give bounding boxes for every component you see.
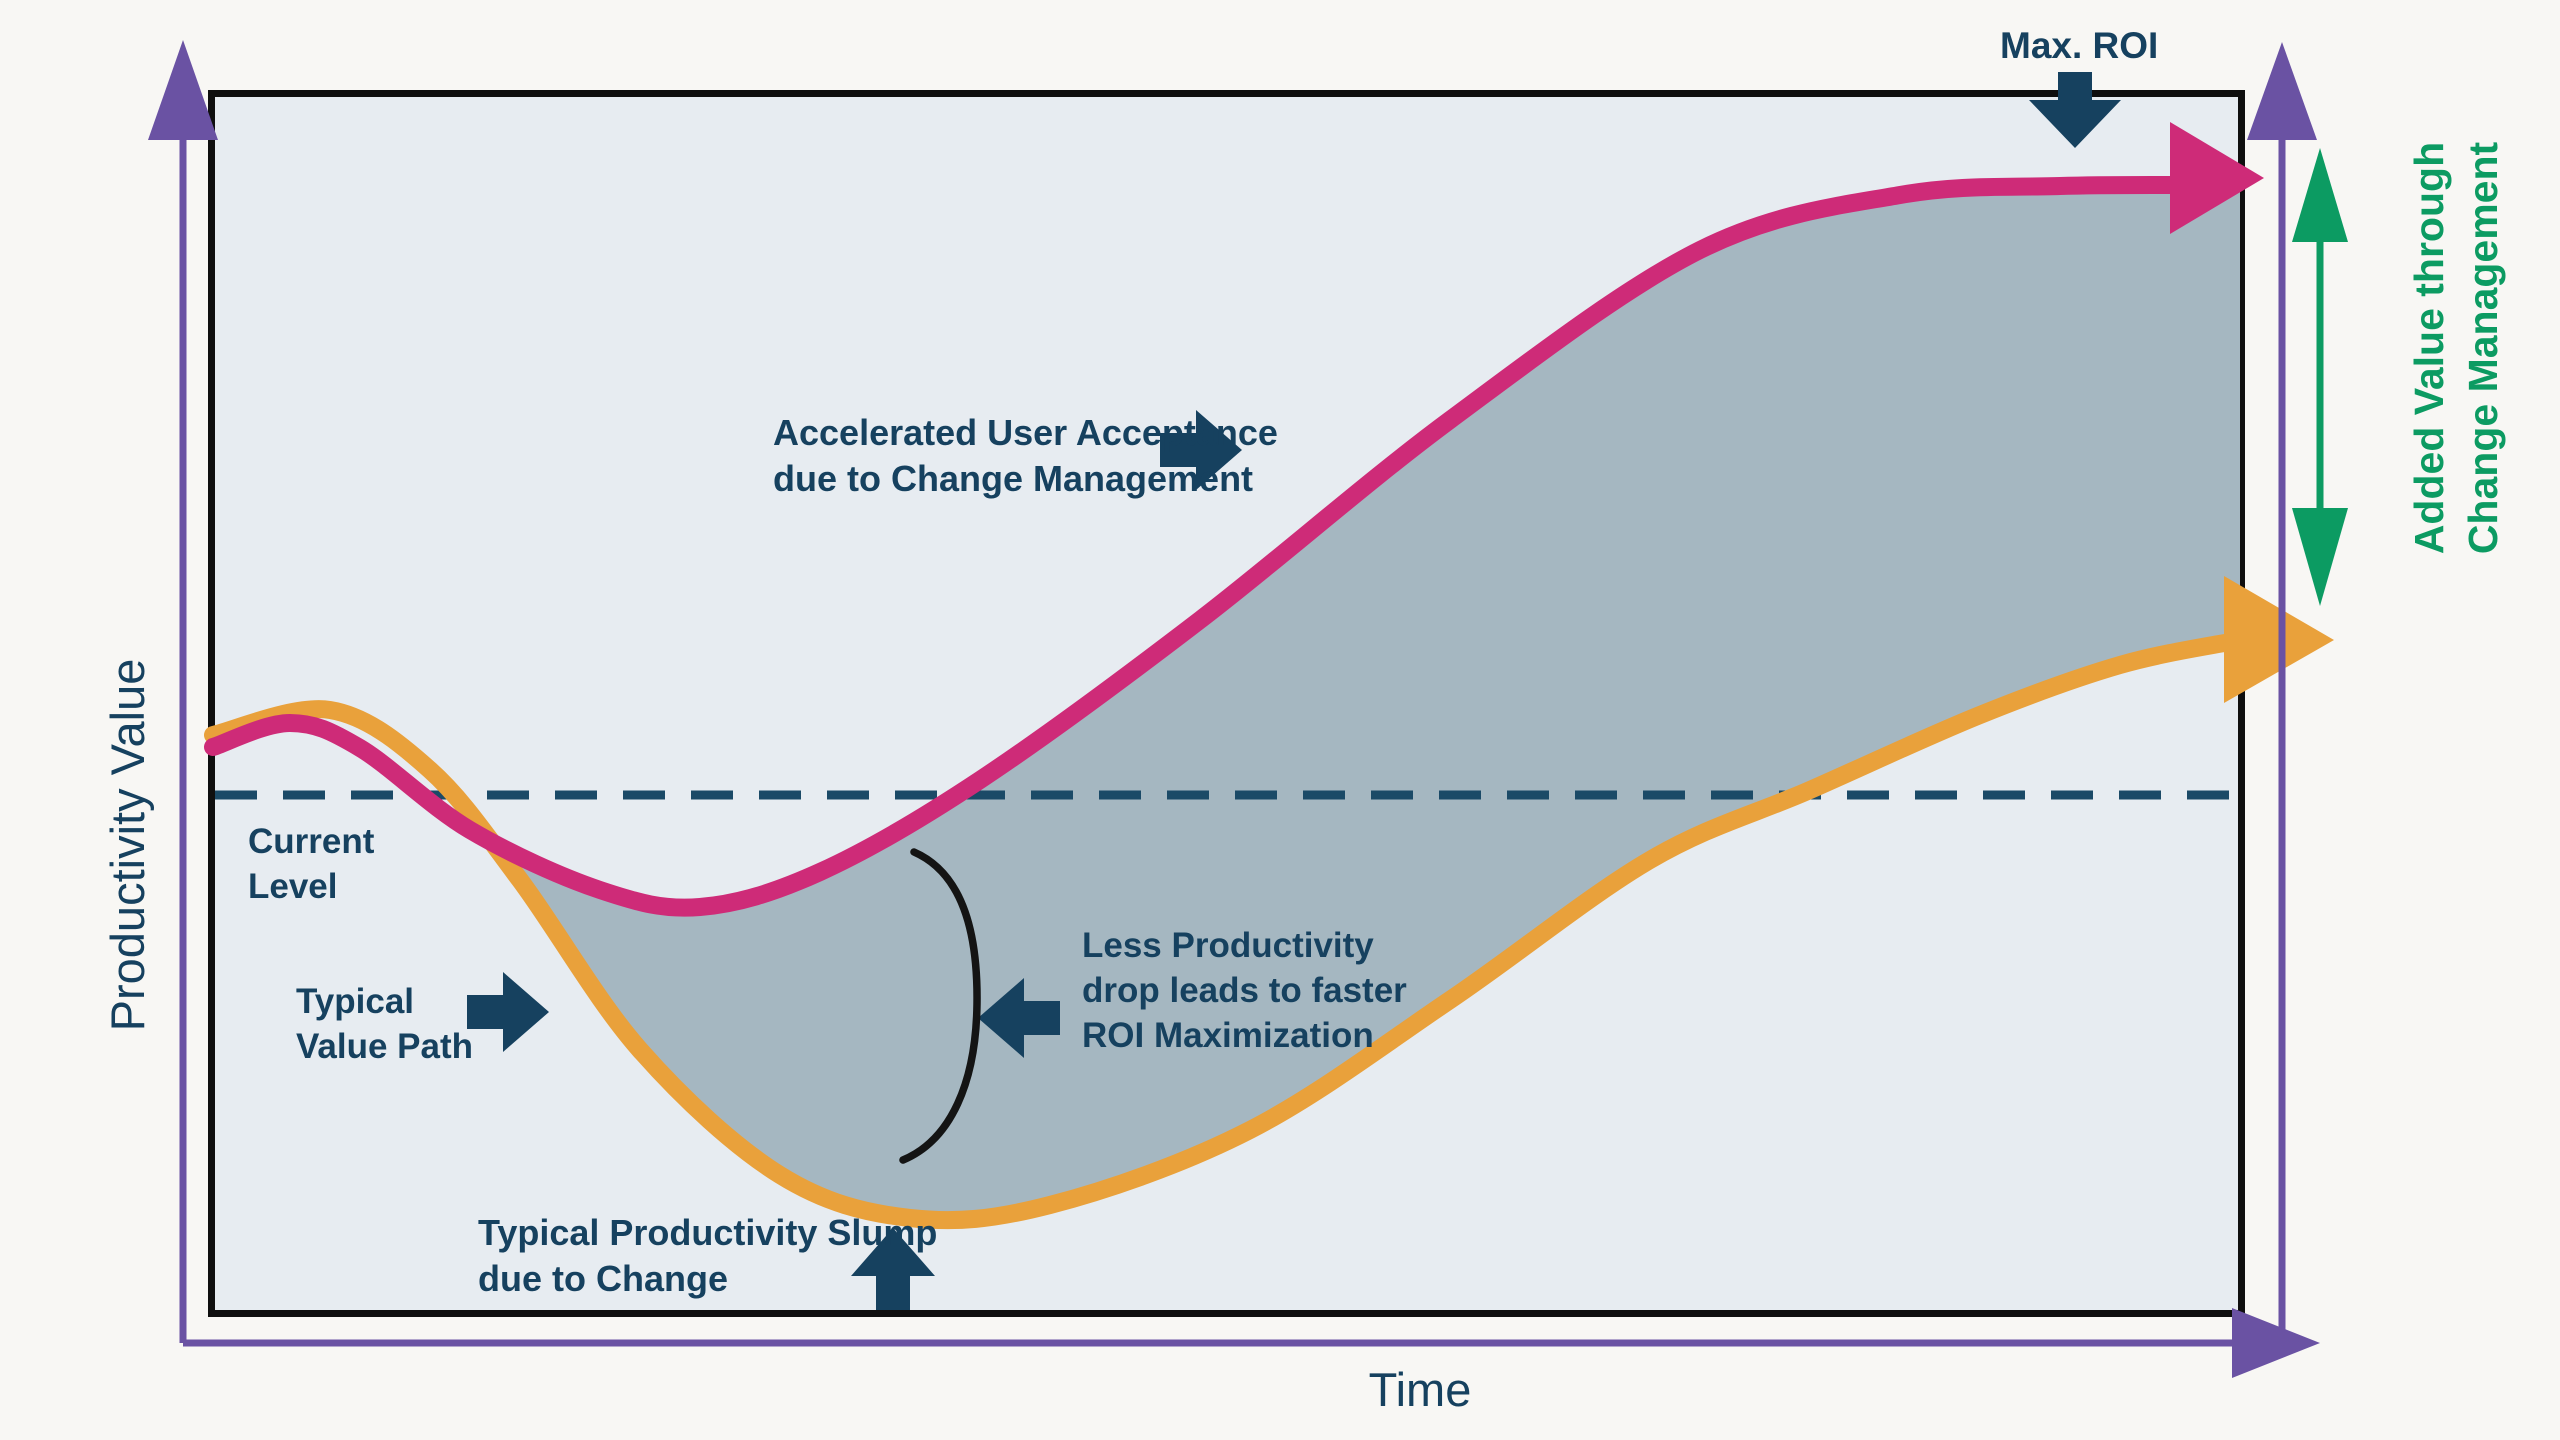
productivity-slump-label: Typical Productivity Slump due to Change [478, 1212, 938, 1300]
added-value-arrow-head-top [2292, 148, 2348, 242]
y-axis-label: Productivity Value [100, 658, 154, 1032]
added-value-shaded-region [483, 184, 2240, 1221]
change-management-curve [204, 175, 2209, 917]
added-value-arrow-head-bottom [2292, 508, 2348, 606]
max-roi-arrow [2029, 72, 2121, 148]
x-axis-label: Time [1368, 1362, 1472, 1416]
bracket-curly [899, 848, 981, 1164]
accelerated-acceptance-label: Accelerated User Acceptance due to Chang… [773, 412, 1278, 500]
accelerated-arrow [1160, 410, 1242, 490]
current-level-label: Current Level [248, 822, 375, 906]
less-drop-arrow [978, 978, 1060, 1058]
change-management-curve-arrowhead [2170, 122, 2264, 234]
less-productivity-drop-label: Less Productivity drop leads to faster R… [1082, 926, 1407, 1055]
left-axis-arrowhead [148, 40, 218, 140]
slump-arrow [851, 1228, 935, 1310]
right-axis-arrowhead [2247, 42, 2317, 140]
max-roi-label: Max. ROI [2000, 25, 2159, 66]
typical-value-path-label: Typical Value Path [296, 982, 474, 1066]
added-value-label: Added Value through Change Management [2405, 141, 2506, 555]
bottom-axis-arrowhead [2232, 1308, 2320, 1378]
typical-value-path-arrow [467, 972, 549, 1052]
